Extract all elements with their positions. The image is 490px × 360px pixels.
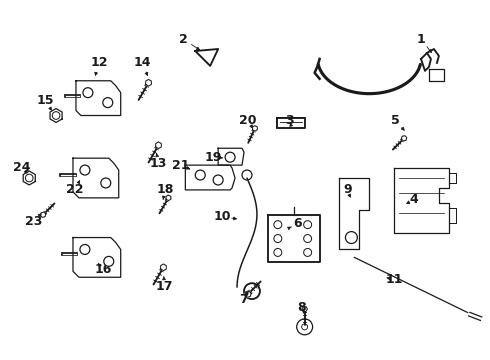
Text: 19: 19	[204, 151, 222, 164]
Circle shape	[274, 235, 282, 243]
Text: 12: 12	[90, 57, 108, 69]
Text: 8: 8	[297, 301, 306, 314]
Polygon shape	[161, 264, 166, 271]
Text: 6: 6	[294, 217, 302, 230]
Polygon shape	[277, 118, 305, 129]
Polygon shape	[394, 168, 449, 233]
Text: 24: 24	[13, 161, 30, 174]
Text: 9: 9	[343, 184, 352, 197]
Polygon shape	[156, 142, 161, 149]
Text: 4: 4	[410, 193, 418, 206]
Circle shape	[345, 231, 357, 243]
Polygon shape	[218, 148, 244, 165]
Polygon shape	[245, 291, 251, 297]
Polygon shape	[73, 158, 119, 198]
Text: 20: 20	[239, 114, 257, 127]
Text: 15: 15	[36, 94, 54, 107]
Polygon shape	[41, 212, 46, 217]
Polygon shape	[252, 126, 257, 131]
Circle shape	[297, 319, 313, 335]
Polygon shape	[185, 165, 235, 190]
Circle shape	[80, 244, 90, 255]
Text: 14: 14	[134, 57, 151, 69]
Circle shape	[103, 98, 113, 108]
Text: 23: 23	[24, 215, 42, 228]
Polygon shape	[196, 49, 218, 66]
Text: 2: 2	[179, 33, 188, 46]
Polygon shape	[302, 307, 307, 311]
Circle shape	[101, 178, 111, 188]
Polygon shape	[268, 215, 319, 262]
Circle shape	[196, 170, 205, 180]
Text: 1: 1	[416, 33, 425, 46]
Text: 3: 3	[286, 114, 294, 127]
Circle shape	[304, 248, 312, 256]
Circle shape	[83, 88, 93, 98]
Circle shape	[274, 248, 282, 256]
Circle shape	[304, 221, 312, 229]
Circle shape	[213, 175, 223, 185]
Circle shape	[242, 170, 252, 180]
Circle shape	[274, 221, 282, 229]
Circle shape	[304, 235, 312, 243]
Polygon shape	[23, 171, 35, 185]
Text: 17: 17	[156, 280, 173, 293]
Polygon shape	[50, 109, 62, 122]
Text: 13: 13	[150, 157, 167, 170]
Polygon shape	[166, 195, 171, 201]
Polygon shape	[401, 136, 407, 141]
Text: 10: 10	[213, 210, 231, 223]
Polygon shape	[146, 80, 151, 86]
Text: 18: 18	[157, 184, 174, 197]
Text: 7: 7	[239, 293, 247, 306]
Circle shape	[80, 165, 90, 175]
Circle shape	[104, 256, 114, 266]
Polygon shape	[340, 178, 369, 249]
Text: 22: 22	[66, 184, 84, 197]
Circle shape	[225, 152, 235, 162]
Text: 21: 21	[172, 159, 189, 172]
Polygon shape	[73, 238, 121, 277]
Text: 16: 16	[94, 263, 112, 276]
Polygon shape	[76, 81, 121, 116]
Text: 11: 11	[386, 273, 403, 286]
Text: 5: 5	[391, 114, 399, 127]
